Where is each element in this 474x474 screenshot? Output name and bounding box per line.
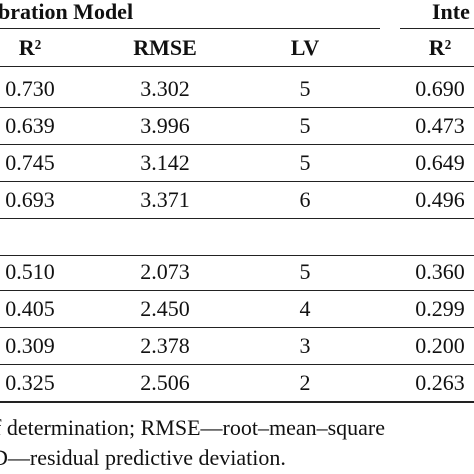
cell: 4 xyxy=(299,296,311,321)
cell: 3.371 xyxy=(140,187,190,212)
rule xyxy=(0,327,474,328)
cell: 0.309 xyxy=(5,333,55,358)
group-header: Inte xyxy=(432,0,470,24)
cell: 3.142 xyxy=(140,150,190,175)
cell: 3.302 xyxy=(140,76,190,101)
cell: 0.325 xyxy=(5,370,55,395)
column-header: R² xyxy=(428,35,452,60)
rule xyxy=(0,28,380,29)
cell: 0.730 xyxy=(5,76,55,101)
cell: 0.510 xyxy=(5,259,55,284)
cell: 0.200 xyxy=(415,333,465,358)
cell: 0.693 xyxy=(5,187,55,212)
rule xyxy=(400,28,474,29)
cell: 6 xyxy=(299,187,311,212)
cell: 2.506 xyxy=(140,370,190,395)
cell: 2.073 xyxy=(140,259,190,284)
cell: 2.450 xyxy=(140,296,190,321)
cell: 0.649 xyxy=(415,150,465,175)
rule xyxy=(0,181,474,182)
cell: 0.639 xyxy=(5,113,55,138)
rule xyxy=(0,107,474,108)
footnote: D—residual predictive deviation. xyxy=(0,445,286,470)
cell: 3.996 xyxy=(140,113,190,138)
rule xyxy=(0,401,474,403)
cell: 0.496 xyxy=(415,187,465,212)
cell: 0.745 xyxy=(5,150,55,175)
cell: 5 xyxy=(299,259,311,284)
cell: 5 xyxy=(299,76,311,101)
cell: 3 xyxy=(299,333,311,358)
cell: 2 xyxy=(299,370,311,395)
rule xyxy=(0,218,474,219)
rule xyxy=(0,255,474,256)
cell: 0.299 xyxy=(415,296,465,321)
cell: 5 xyxy=(299,150,311,175)
rule xyxy=(0,66,474,67)
group-header: bration Model xyxy=(0,0,134,24)
cell: 0.405 xyxy=(5,296,55,321)
cell: 5 xyxy=(299,113,311,138)
cell: 0.360 xyxy=(415,259,465,284)
rule xyxy=(0,144,474,145)
rule xyxy=(0,364,474,365)
column-header: R² xyxy=(18,35,42,60)
cell: 0.690 xyxy=(415,76,465,101)
rule xyxy=(0,290,474,291)
cell: 0.473 xyxy=(415,113,465,138)
cell: 2.378 xyxy=(140,333,190,358)
column-header: RMSE xyxy=(133,35,197,60)
footnote: f determination; RMSE—root–mean–square xyxy=(0,415,386,440)
column-header: LV xyxy=(290,35,320,60)
cell: 0.263 xyxy=(415,370,465,395)
